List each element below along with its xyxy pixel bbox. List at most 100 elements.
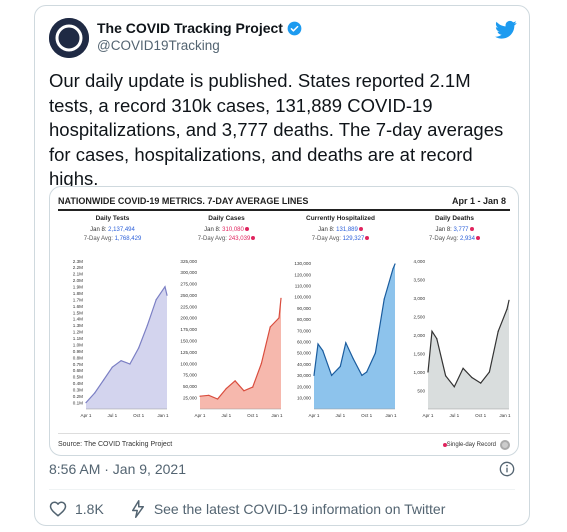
chart-legend: Single-day Record <box>442 439 510 450</box>
y-tick-label: 40,000 <box>297 362 311 367</box>
panel-7day-avg: 7-Day Avg: 2,934 <box>398 236 511 242</box>
y-tick-label: 325,000 <box>180 259 197 264</box>
avg-value: 2,934 <box>459 236 475 242</box>
data-point <box>462 367 464 369</box>
info-icon[interactable] <box>499 461 515 477</box>
tweet-timestamp[interactable]: 8:56 AM · Jan 9, 2021 <box>49 461 186 477</box>
account-handle[interactable]: @COVID19Tracking <box>97 38 220 53</box>
y-tick-label: 50,000 <box>297 351 311 356</box>
x-tick-label: Apr 1 <box>195 413 206 418</box>
chart-footer: Source: The COVID Tracking Project Singl… <box>58 433 510 455</box>
jan8-value: 3,777 <box>453 227 469 233</box>
y-tick-label: 1.3M <box>73 323 83 328</box>
chart-title: NATIONWIDE COVID-19 METRICS. 7-DAY AVERA… <box>58 196 309 206</box>
data-point <box>508 299 510 301</box>
data-point <box>345 342 347 344</box>
x-tick-label: Jan 1 <box>385 413 397 418</box>
data-point <box>146 324 148 326</box>
panel-jan8: Jan 8: 310,080 <box>170 227 283 233</box>
y-tick-label: 1.0M <box>73 342 83 347</box>
y-tick-label: 1.7M <box>73 297 83 302</box>
y-tick-label: 0.5M <box>73 375 83 380</box>
data-point <box>199 395 201 397</box>
jan8-value: 2,137,494 <box>108 227 135 233</box>
account-name[interactable]: The COVID Tracking Project <box>97 20 283 36</box>
data-point <box>339 365 341 367</box>
avatar-logo <box>49 18 89 58</box>
y-tick-label: 100,000 <box>180 361 197 366</box>
data-point <box>317 343 319 345</box>
panel-title: Currently Hospitalized <box>306 215 375 222</box>
y-tick-label: 1.9M <box>73 285 83 290</box>
y-tick-label: 10,000 <box>297 396 311 401</box>
data-point <box>225 387 227 390</box>
panel-jan8: Jan 8: 3,777 <box>398 227 511 233</box>
avg-value: 1,768,429 <box>114 236 142 242</box>
record-dot-icon <box>475 236 480 241</box>
data-point <box>431 330 433 332</box>
avg-label: 7-Day Avg: <box>197 236 229 242</box>
like-count[interactable]: 1.8K <box>75 501 104 517</box>
y-tick-label: 2.0M <box>73 278 83 283</box>
y-tick-label: 0.4M <box>73 381 83 386</box>
chart-plot: 10,000 20,000 30,000 40,000 50,000 60,000 70,0… <box>294 261 397 418</box>
y-tick-label: 70,000 <box>297 328 311 333</box>
data-point <box>322 350 324 352</box>
data-point <box>208 394 210 396</box>
account-name-row[interactable]: The COVID Tracking Project <box>97 20 302 36</box>
verified-badge-icon <box>287 21 302 35</box>
data-point <box>394 263 396 265</box>
record-dot-icon <box>365 236 370 241</box>
data-point <box>234 380 236 382</box>
record-dot-icon <box>358 227 363 232</box>
chart-source: Source: The COVID Tracking Project <box>58 441 173 448</box>
y-tick-label: 1.6M <box>73 304 83 309</box>
heart-icon[interactable] <box>49 500 67 518</box>
x-tick-label: Apr 1 <box>81 413 92 418</box>
y-tick-label: 1.2M <box>73 330 83 335</box>
chart-date-range: Apr 1 - Jan 8 <box>451 196 506 206</box>
series-area <box>428 300 509 409</box>
y-tick-label: 90,000 <box>297 306 311 311</box>
data-point <box>103 379 105 381</box>
data-point <box>453 386 455 388</box>
y-tick-label: 150,000 <box>180 338 197 343</box>
record-dot-icon <box>251 236 256 241</box>
x-tick-label: Jan 1 <box>157 413 169 418</box>
data-point <box>164 286 166 288</box>
avg-label: 7-Day Avg: <box>429 236 460 242</box>
tweet-actions: 1.8K See the latest COVID-19 information… <box>49 496 445 522</box>
data-point <box>111 366 113 368</box>
panel-7day-avg: 7-Day Avg: 1,768,429 <box>56 236 169 242</box>
data-point <box>243 390 245 392</box>
x-tick-label: Oct 1 <box>247 413 258 418</box>
panel-7day-avg: 7-Day Avg: 129,327 <box>284 236 397 242</box>
data-point <box>497 330 499 332</box>
avg-value: 243,039 <box>228 236 251 242</box>
data-point <box>155 299 157 301</box>
data-point <box>383 298 385 300</box>
tweet-media-chart[interactable]: NATIONWIDE COVID-19 METRICS. 7-DAY AVERA… <box>49 186 519 456</box>
panel-daily-deaths: Daily Deaths Jan 8: 3,777 7-Day Avg: 2,934… <box>398 215 512 420</box>
data-point <box>366 371 368 373</box>
data-point <box>352 357 354 360</box>
y-tick-label: 0.3M <box>73 387 83 392</box>
y-tick-label: 125,000 <box>180 350 197 355</box>
avatar[interactable] <box>49 18 89 58</box>
actions-divider <box>49 489 515 490</box>
data-point <box>85 402 87 404</box>
legend-label: Single-day Record <box>446 441 496 448</box>
y-tick-label: 225,000 <box>180 304 197 309</box>
data-point <box>138 347 140 349</box>
record-dot-icon <box>469 227 474 232</box>
tweet-card: The COVID Tracking Project @COVID19Track… <box>34 5 530 526</box>
jan8-value: 131,889 <box>336 227 358 233</box>
data-point <box>120 360 122 362</box>
y-tick-label: 110,000 <box>295 283 312 288</box>
data-point <box>129 363 131 365</box>
panel-title: Daily Cases <box>208 215 245 222</box>
covid-info-link[interactable]: See the latest COVID-19 information on T… <box>153 501 446 517</box>
x-tick-label: Jul 1 <box>221 413 231 418</box>
y-tick-label: 3,500 <box>414 277 426 282</box>
twitter-bird-icon[interactable] <box>495 20 517 40</box>
